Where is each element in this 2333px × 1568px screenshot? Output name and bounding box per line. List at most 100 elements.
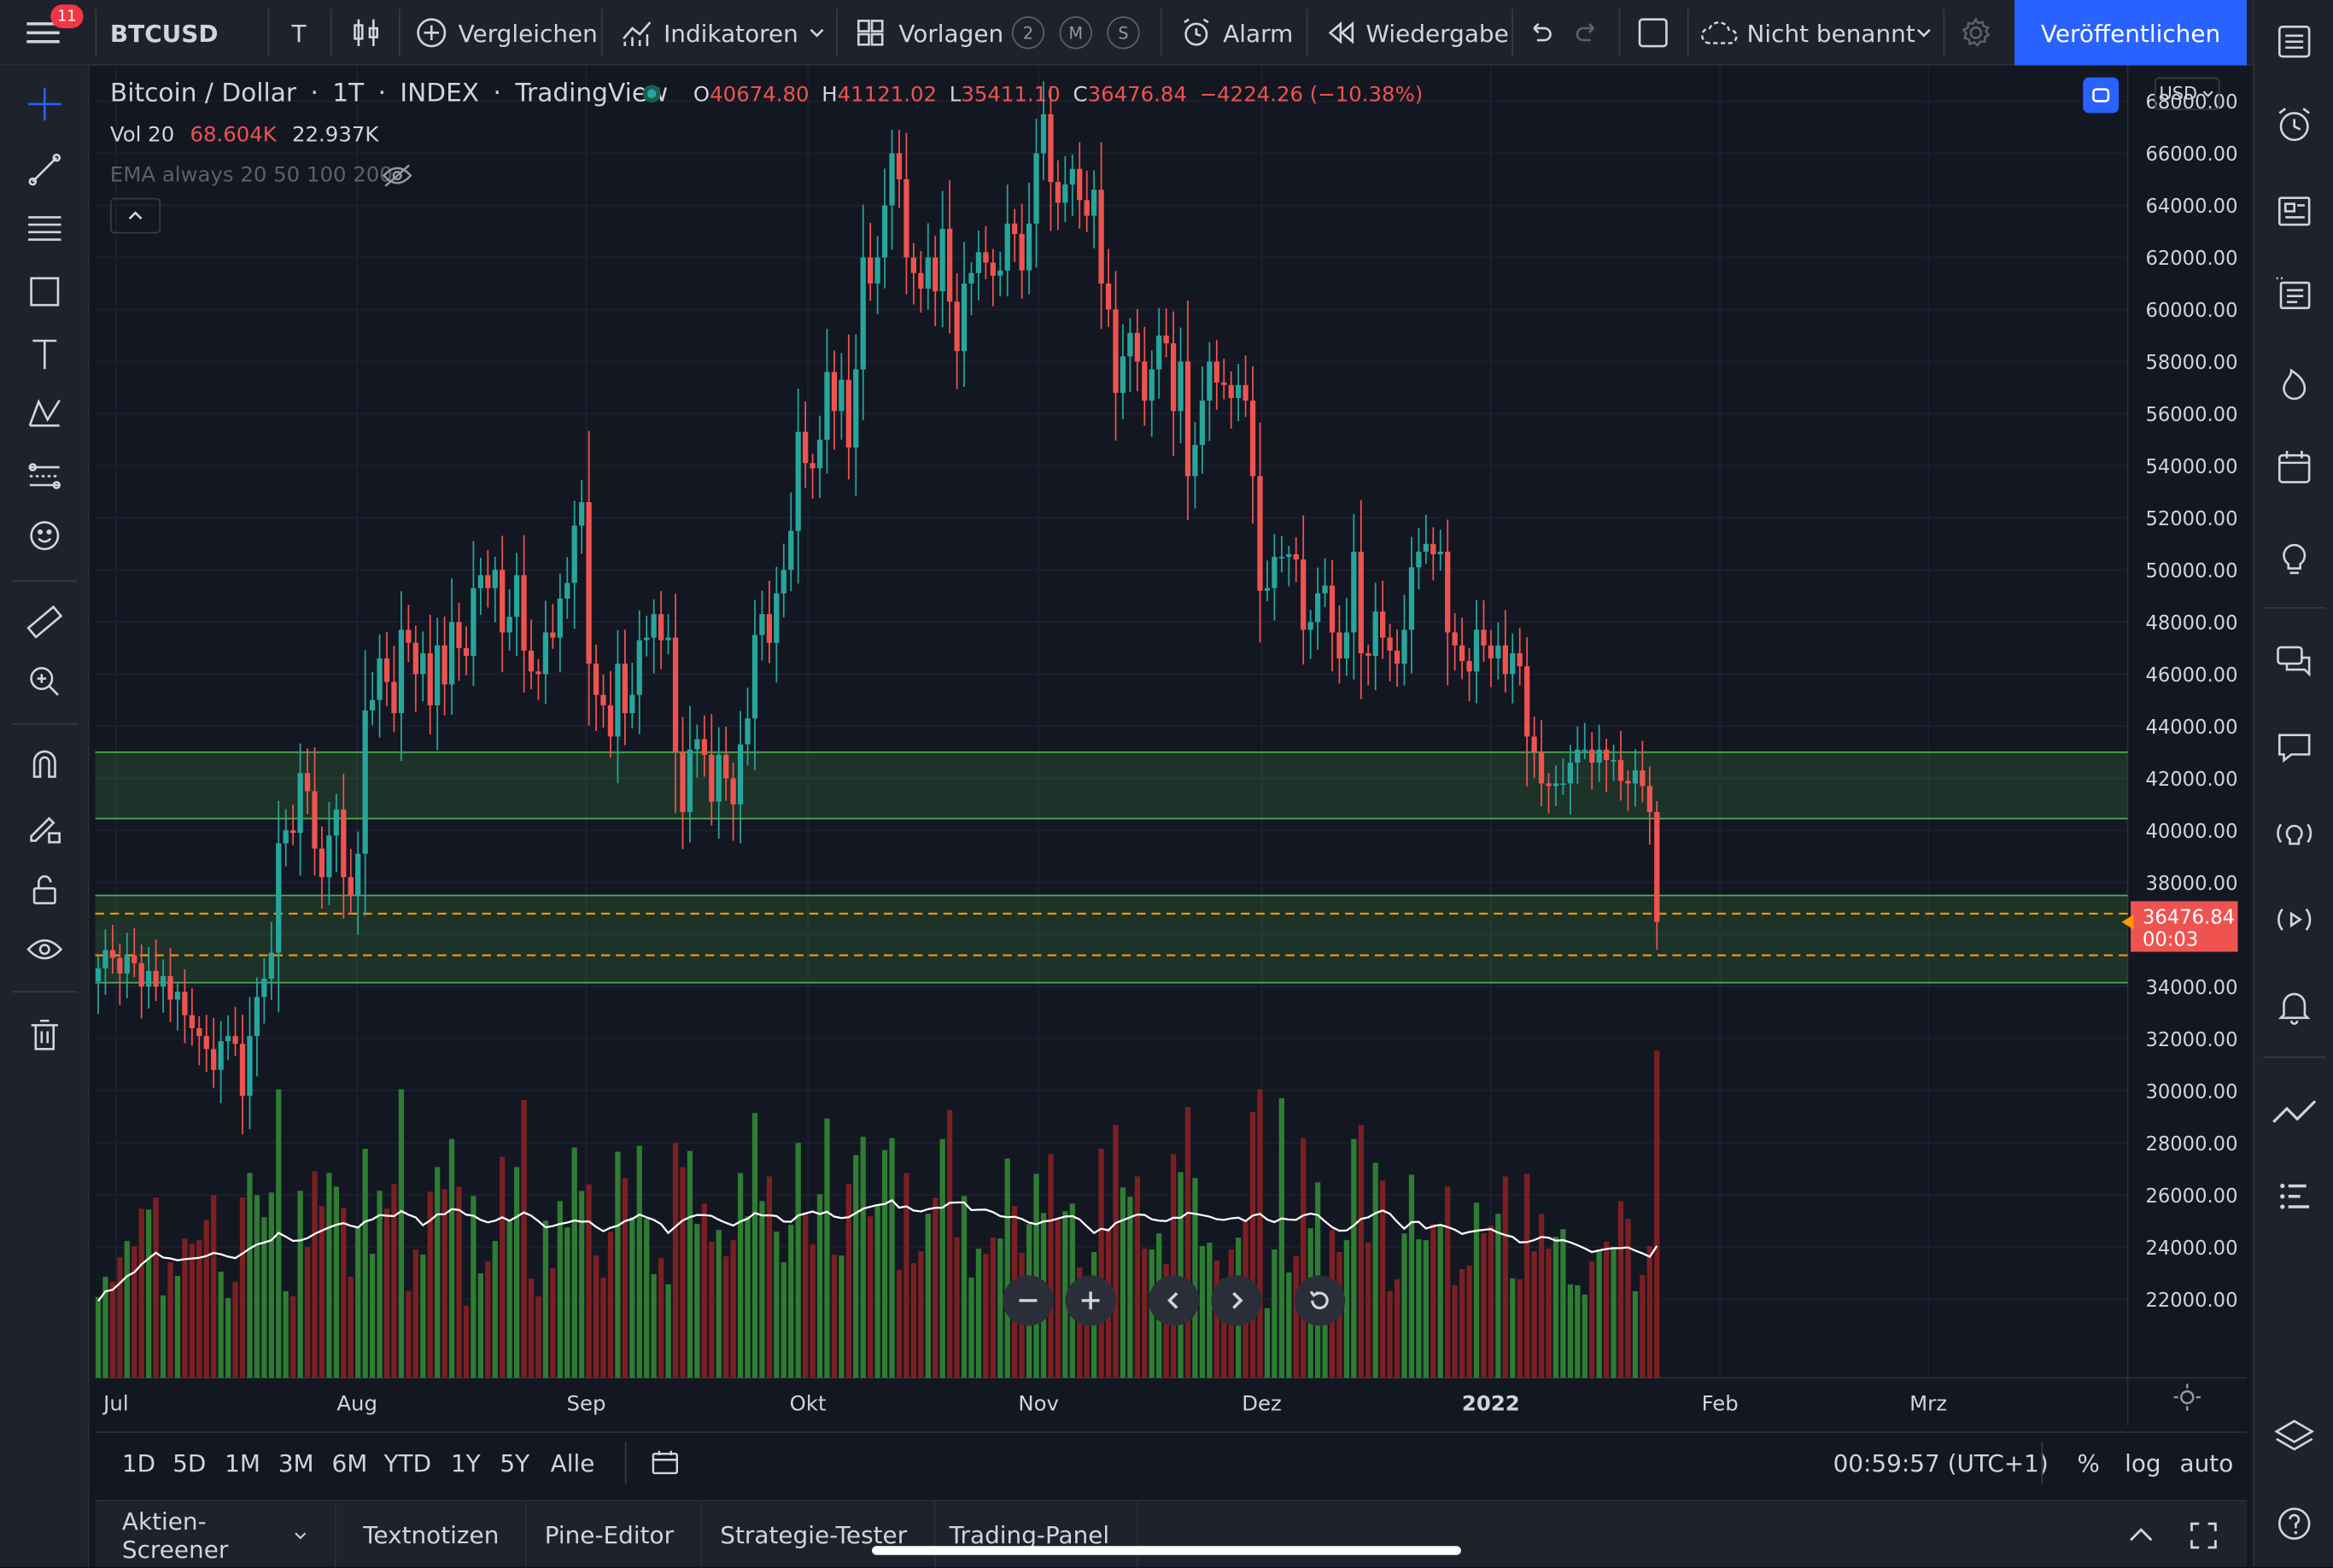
emoji-tool[interactable] bbox=[18, 509, 72, 563]
candle-body bbox=[1105, 283, 1112, 310]
volume-bar bbox=[1351, 1138, 1357, 1378]
expand-panel-button[interactable] bbox=[2125, 1519, 2157, 1552]
watchlist-button[interactable] bbox=[2267, 15, 2321, 68]
range-1d[interactable]: 1D bbox=[121, 1448, 156, 1477]
zoom-tool[interactable] bbox=[18, 655, 72, 709]
currency-selector[interactable]: USD bbox=[2154, 77, 2220, 110]
text-tool[interactable] bbox=[18, 327, 72, 381]
trading-button[interactable] bbox=[2267, 1086, 2321, 1140]
crosshair-tool[interactable] bbox=[18, 78, 72, 132]
dom-button[interactable] bbox=[2267, 1169, 2321, 1223]
circle-button-s[interactable]: S bbox=[1107, 16, 1140, 50]
chart-pane[interactable]: 70000.0068000.0066000.0064000.0062000.00… bbox=[95, 65, 2247, 1426]
alarm-clock-icon bbox=[2278, 108, 2310, 142]
range-5d[interactable]: 5D bbox=[172, 1448, 207, 1477]
redo-button[interactable] bbox=[1571, 0, 1604, 66]
percent-scale-toggle[interactable]: % bbox=[2077, 1448, 2100, 1477]
settings-button[interactable] bbox=[1958, 0, 1994, 66]
undo-button[interactable] bbox=[1523, 0, 1556, 66]
stay-drawing-tool[interactable] bbox=[18, 800, 72, 854]
layout-dropdown[interactable] bbox=[1914, 0, 1934, 66]
chats-button[interactable] bbox=[2267, 634, 2321, 687]
zoom-out-button[interactable] bbox=[1003, 1275, 1054, 1326]
chevron-down-icon bbox=[1916, 28, 1931, 38]
tab-trading-panel[interactable]: Trading-Panel bbox=[922, 1501, 1138, 1568]
scroll-right-button[interactable] bbox=[1211, 1275, 1262, 1326]
chart-type-button[interactable] bbox=[348, 0, 384, 66]
range-1y[interactable]: 1Y bbox=[450, 1448, 481, 1477]
compare-button[interactable]: Vergleichen bbox=[413, 0, 598, 66]
range-5y[interactable]: 5Y bbox=[500, 1448, 530, 1477]
symbol-search[interactable]: BTCUSD bbox=[109, 18, 219, 47]
indicators-button[interactable]: Indikatoren bbox=[619, 0, 798, 66]
notifications-button[interactable] bbox=[2267, 979, 2321, 1033]
candle-body bbox=[153, 970, 159, 987]
range-1m[interactable]: 1M bbox=[225, 1448, 260, 1477]
remove-drawings-tool[interactable] bbox=[18, 1009, 72, 1062]
range-all[interactable]: Alle bbox=[550, 1448, 595, 1477]
data-window-button[interactable] bbox=[2267, 268, 2321, 322]
tab-label: Aktien-Screener bbox=[121, 1507, 229, 1564]
hotlists-button[interactable] bbox=[2267, 357, 2321, 411]
measure-tool[interactable] bbox=[18, 595, 72, 649]
circle-button-2[interactable]: 2 bbox=[1011, 16, 1045, 50]
publish-button[interactable]: Veröffentlichen bbox=[2014, 0, 2247, 66]
alerts-panel-button[interactable] bbox=[2267, 98, 2321, 152]
prediction-tool[interactable] bbox=[18, 449, 72, 503]
rectangle-tool[interactable] bbox=[18, 265, 72, 319]
candle-body bbox=[1380, 611, 1386, 638]
range-6m[interactable]: 6M bbox=[331, 1448, 368, 1477]
candle-body bbox=[1278, 557, 1284, 559]
tab-pine-editor[interactable]: Pine-Editor bbox=[517, 1501, 703, 1568]
volume-bar bbox=[910, 1263, 917, 1378]
tab-text-notes[interactable]: Textnotizen bbox=[336, 1501, 528, 1568]
object-tree-button[interactable] bbox=[2267, 1411, 2321, 1465]
hidden-indicator-toggle[interactable] bbox=[381, 161, 413, 190]
tab-strategy-tester[interactable]: Strategie-Tester bbox=[693, 1501, 936, 1568]
chart-settings-button[interactable] bbox=[2172, 1383, 2202, 1413]
alert-button[interactable]: Alarm bbox=[1178, 0, 1293, 66]
volume-bar bbox=[1120, 1187, 1126, 1378]
maximize-panel-button[interactable] bbox=[2187, 1519, 2219, 1552]
interval-button[interactable]: T bbox=[291, 18, 307, 47]
zoom-in-button[interactable] bbox=[1065, 1275, 1116, 1326]
tab-stock-screener[interactable]: Aktien-Screener bbox=[96, 1501, 336, 1568]
go-to-date-button[interactable] bbox=[649, 1433, 681, 1493]
calendar-button[interactable] bbox=[2267, 441, 2321, 494]
trend-line-tool[interactable] bbox=[18, 143, 72, 196]
range-3m[interactable]: 3M bbox=[278, 1448, 314, 1477]
messages-button[interactable] bbox=[2267, 720, 2321, 774]
ideas-button[interactable] bbox=[2267, 529, 2321, 583]
layout-name-button[interactable]: Nicht benannt bbox=[1699, 0, 1915, 66]
pattern-tool[interactable] bbox=[18, 387, 72, 441]
lock-tool[interactable] bbox=[18, 863, 72, 917]
scroll-left-button[interactable] bbox=[1149, 1275, 1200, 1326]
hide-drawings-tool[interactable] bbox=[18, 922, 72, 976]
indicators-dropdown[interactable] bbox=[806, 0, 827, 66]
range-ytd[interactable]: YTD bbox=[383, 1448, 432, 1477]
streams-button[interactable] bbox=[2267, 806, 2321, 860]
candle-body bbox=[1445, 551, 1451, 633]
volume-bar bbox=[398, 1089, 405, 1378]
fib-tool[interactable] bbox=[18, 202, 72, 256]
replay-button[interactable]: Wiedergabe bbox=[1324, 0, 1509, 66]
log-scale-toggle[interactable]: log bbox=[2125, 1448, 2161, 1477]
volume-bar bbox=[456, 1186, 462, 1378]
live-stream-button[interactable] bbox=[2267, 892, 2321, 946]
market-status-dot[interactable] bbox=[642, 85, 661, 103]
auto-scale-toggle[interactable]: auto bbox=[2179, 1448, 2234, 1477]
collapse-legend-button[interactable] bbox=[109, 197, 161, 234]
templates-button[interactable]: Vorlagen bbox=[854, 0, 1003, 66]
volume-bar bbox=[304, 1247, 311, 1378]
magnet-tool[interactable] bbox=[18, 738, 72, 792]
timezone-clock[interactable]: 00:59:57 (UTC+1) bbox=[1833, 1448, 2049, 1477]
fullscreen-layout-button[interactable] bbox=[1634, 0, 1672, 66]
news-button[interactable] bbox=[2267, 184, 2321, 238]
help-button[interactable] bbox=[2267, 1497, 2321, 1551]
reset-chart-button[interactable] bbox=[1294, 1275, 1346, 1326]
candle-body bbox=[146, 970, 152, 987]
candle-body bbox=[160, 975, 167, 987]
price-chart[interactable]: 70000.0068000.0066000.0064000.0062000.00… bbox=[95, 65, 2247, 1426]
sync-button[interactable] bbox=[2083, 77, 2120, 114]
circle-button-m[interactable]: M bbox=[1059, 16, 1092, 50]
